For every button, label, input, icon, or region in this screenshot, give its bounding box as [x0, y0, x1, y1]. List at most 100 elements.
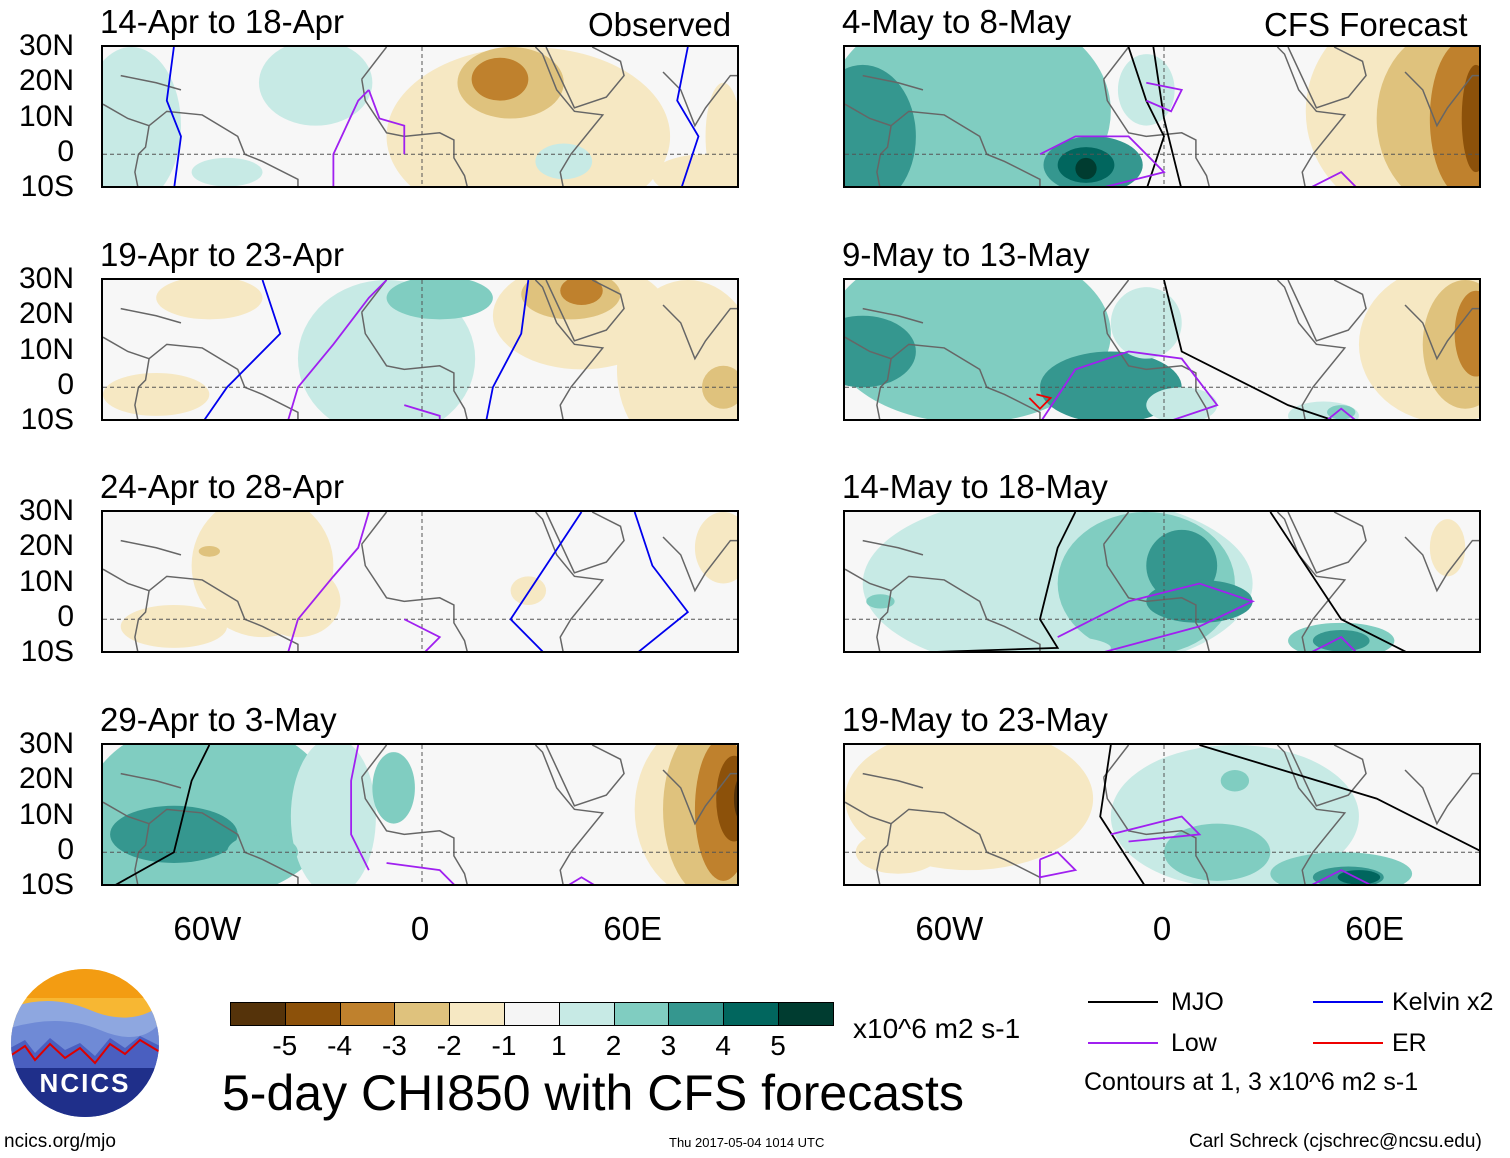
lat-label: 10S [20, 635, 74, 669]
anomaly-region [1429, 519, 1466, 577]
colorbar-label: -4 [327, 1030, 353, 1061]
wave-contour [1028, 393, 1053, 410]
coastline [845, 568, 1041, 651]
wave-contour [485, 280, 530, 419]
wave-contour [676, 47, 700, 186]
colorbar-label: 1 [551, 1030, 567, 1061]
colorbar-label: 2 [605, 1030, 622, 1061]
coastline [662, 769, 737, 826]
wave-contour [1199, 745, 1479, 852]
map-panel [101, 278, 739, 421]
ncics-logo: NCICS [11, 969, 159, 1117]
anomaly-region [110, 805, 238, 863]
coastline [103, 801, 299, 884]
wave-contour [1327, 407, 1356, 419]
coastline [1404, 536, 1479, 593]
anomaly-region [1454, 290, 1479, 377]
anomaly-region [1039, 351, 1182, 419]
wave-contour [633, 512, 690, 651]
coastline [545, 512, 625, 574]
anomaly-region [120, 604, 228, 648]
footer-timestamp: Thu 2017-05-04 1014 UTC [669, 1135, 825, 1150]
coastline [120, 74, 182, 91]
wave-contour [115, 745, 211, 884]
anomaly-region [386, 280, 493, 320]
lon-label: 0 [1152, 910, 1172, 947]
panel-title: 19-Apr to 23-Apr [100, 236, 344, 273]
legend-kelvin: Kelvin x2 [1392, 988, 1494, 1016]
lat-label: 10N [18, 564, 74, 598]
panel-title: 4-May to 8-May [842, 3, 1072, 40]
coastline [1404, 769, 1479, 826]
anomaly-region [258, 47, 373, 126]
colorbar-swatch [613, 1002, 670, 1026]
coastline [361, 47, 388, 80]
anomaly-region [716, 755, 737, 842]
lat-label: 0 [57, 832, 74, 866]
anomaly-region [372, 752, 415, 824]
legend-mjo-line [1088, 1001, 1158, 1003]
colorbar-units: x10^6 m2 s-1 [853, 1013, 1021, 1044]
lat-label: 20N [18, 64, 74, 98]
lat-label: 10N [18, 99, 74, 133]
coastline [120, 307, 182, 324]
lat-label: 0 [57, 134, 74, 168]
lat-label: 0 [57, 599, 74, 633]
coastline [361, 777, 468, 884]
colorbar-swatch [284, 1002, 341, 1026]
coastline [1276, 512, 1347, 651]
forecast-header: CFS Forecast [1264, 6, 1468, 43]
coastline [1103, 47, 1130, 80]
anomaly-region [471, 57, 529, 101]
coastline [120, 772, 182, 789]
coastline [120, 539, 182, 556]
colorbar-swatch [558, 1002, 615, 1026]
coastline [103, 103, 299, 186]
coastline [361, 512, 388, 545]
anomaly-region [1220, 770, 1250, 792]
panel-title: 19-May to 23-May [842, 701, 1108, 738]
lat-label: 0 [57, 367, 74, 401]
coastline [662, 304, 737, 361]
wave-contour [1311, 171, 1357, 186]
wave-contour [1163, 280, 1333, 419]
coastline [361, 745, 388, 778]
anomaly-region [705, 82, 737, 186]
coastline [1103, 280, 1130, 313]
wave-contour [403, 618, 442, 651]
anomaly-region [855, 830, 941, 874]
wave-contour [568, 876, 595, 884]
anomaly-region [510, 576, 547, 605]
wave-contour [287, 512, 370, 651]
wave-contour [1110, 815, 1202, 843]
anomaly-region [156, 280, 263, 320]
lat-label: 30N [18, 262, 74, 295]
anomaly-region [191, 157, 263, 186]
legend-er: ER [1392, 1029, 1427, 1057]
coastline [361, 79, 468, 186]
wave-contour [367, 89, 406, 155]
coastline [1276, 745, 1347, 884]
panel-title: 14-May to 18-May [842, 468, 1108, 505]
lat-label: 30N [18, 494, 74, 527]
lon-label: 60W [915, 910, 984, 947]
anomaly-region [290, 745, 376, 884]
coastline [1287, 47, 1367, 109]
anomaly-region [694, 512, 737, 584]
anomaly-region [733, 780, 737, 817]
wave-contour [350, 745, 370, 871]
coastline [662, 536, 737, 593]
wave-contour [937, 512, 1077, 651]
coastline [1103, 777, 1210, 884]
coastline [1103, 312, 1210, 419]
wave-contour [1152, 47, 1182, 186]
anomaly-region [227, 834, 298, 871]
wave-contour [1039, 851, 1078, 879]
footer-url[interactable]: ncics.org/mjo [4, 1131, 116, 1152]
colorbar-swatch [504, 1002, 560, 1026]
lon-label: 60E [1345, 910, 1405, 947]
colorbar-label: 4 [715, 1030, 731, 1061]
coastline [545, 280, 625, 342]
coastline [1404, 71, 1479, 128]
colorbar-swatch [778, 1002, 834, 1026]
